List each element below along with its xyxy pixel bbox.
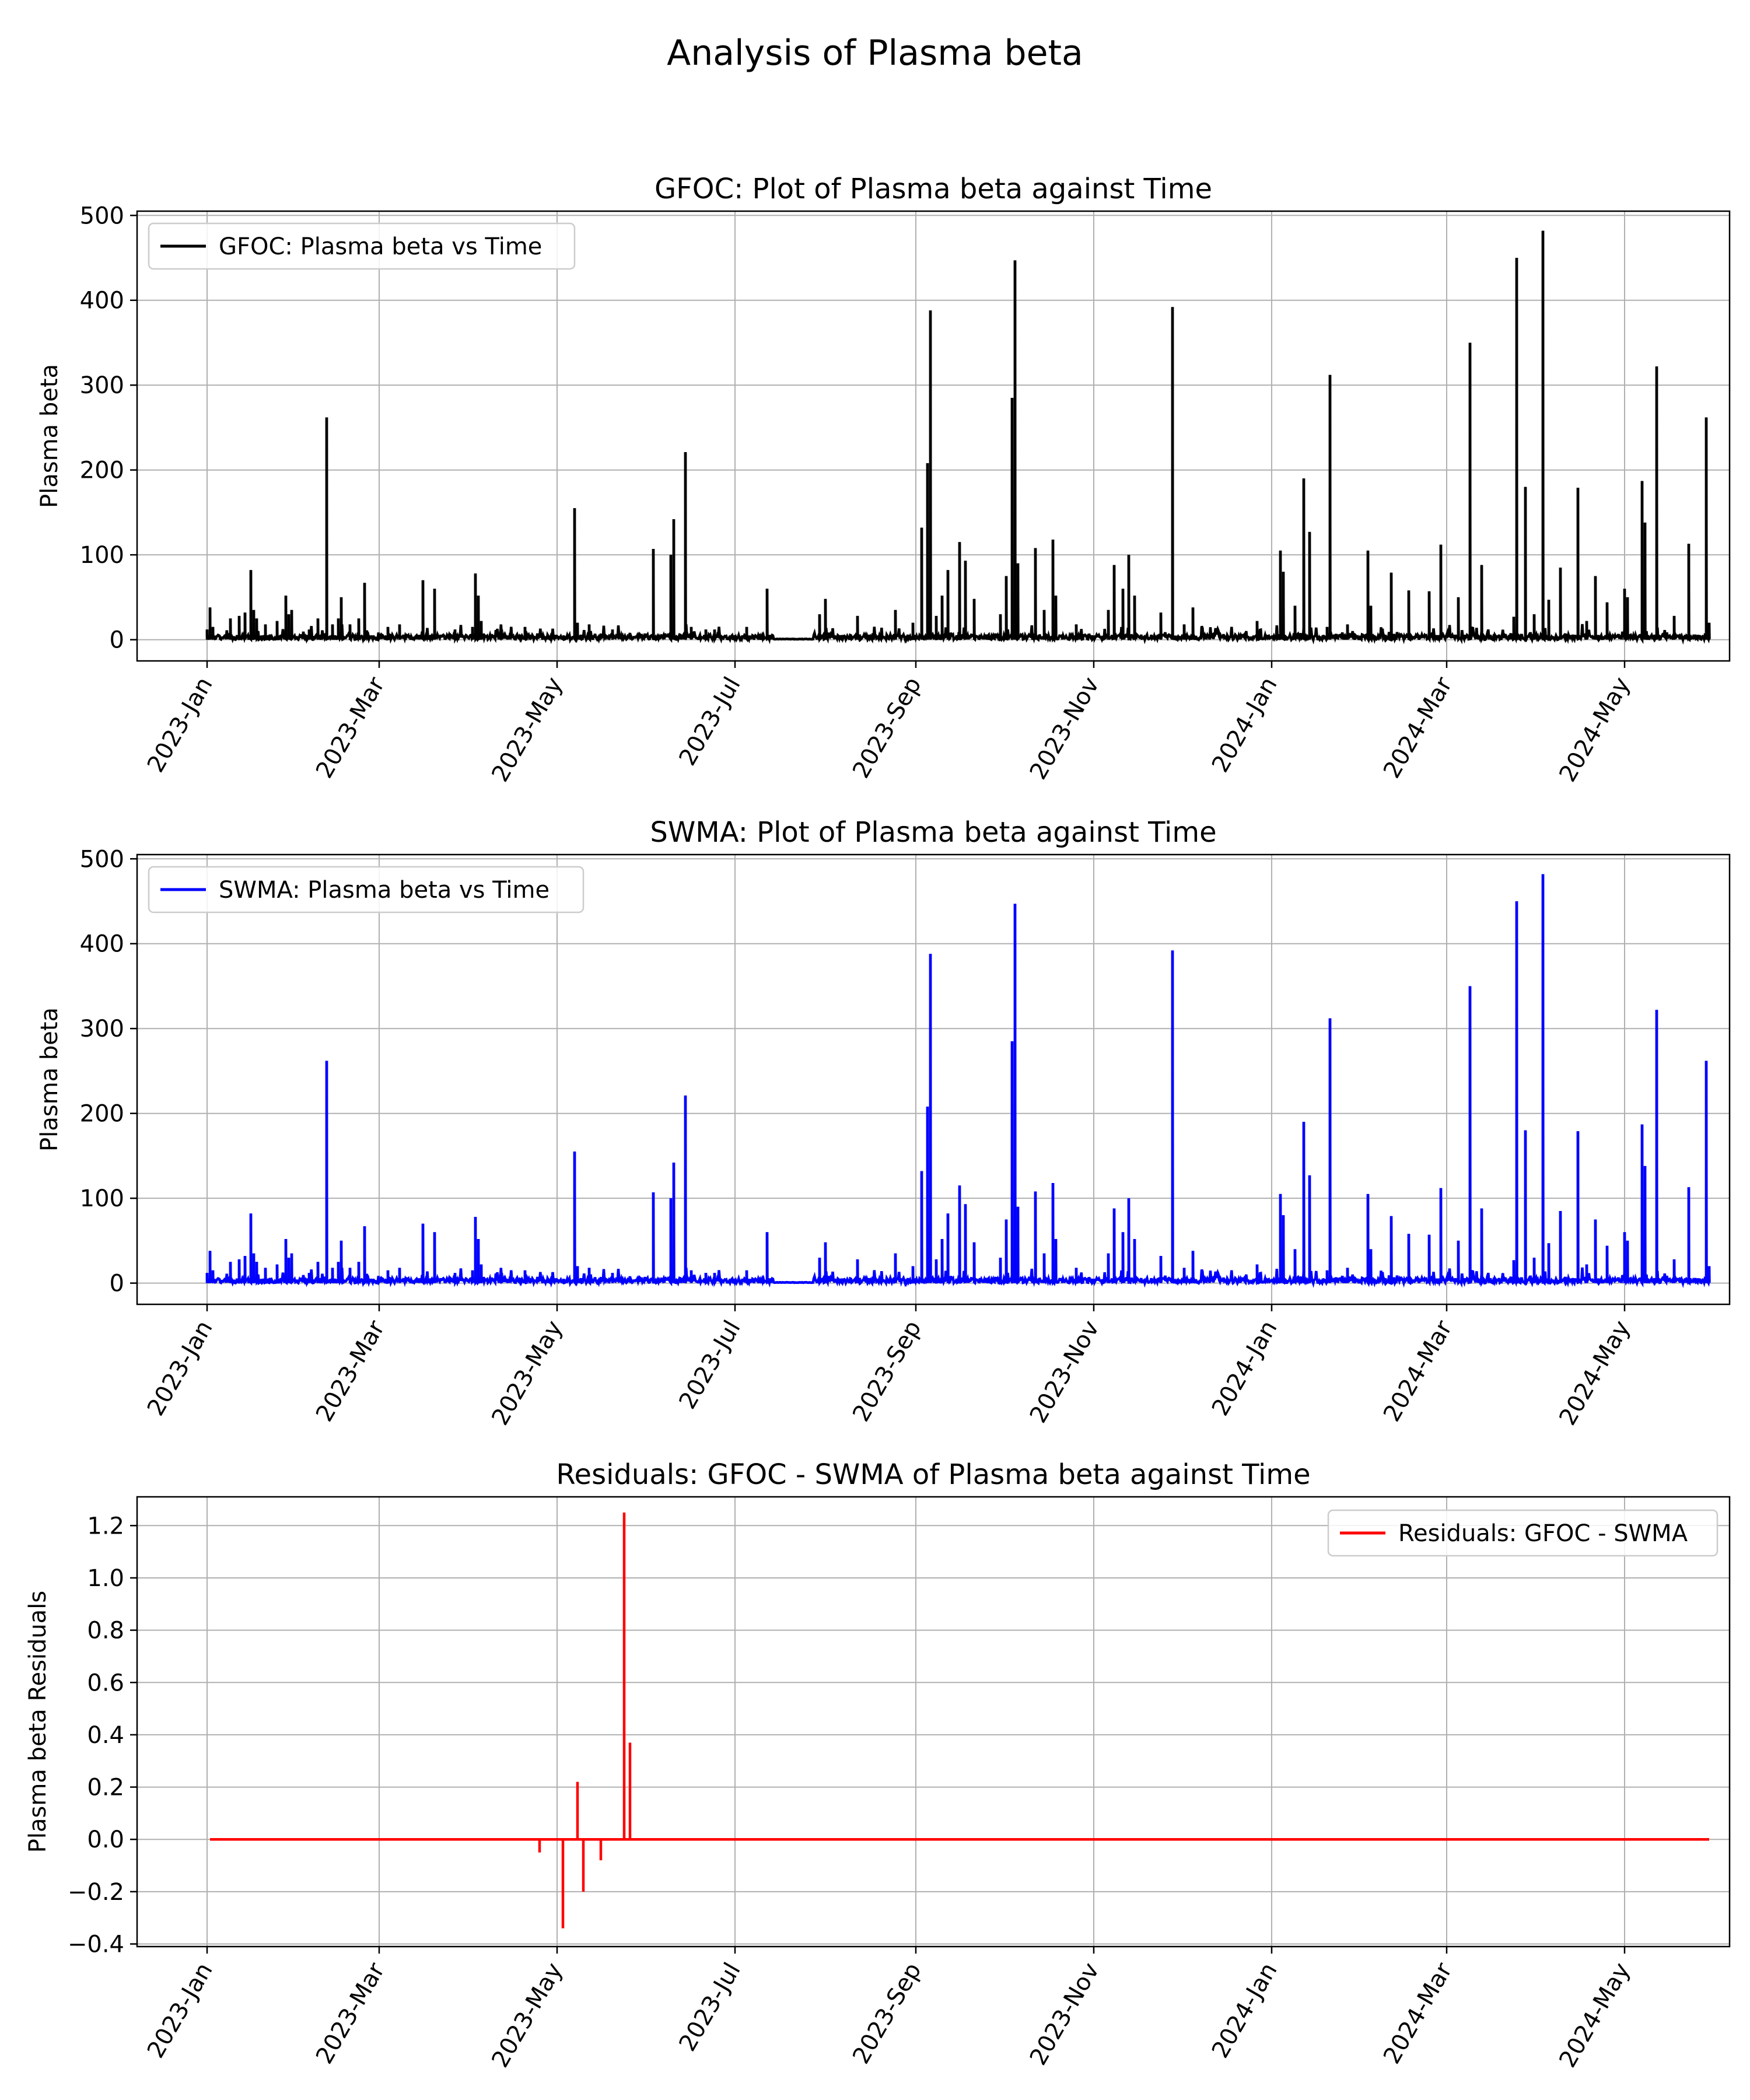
y-tick-label: 100 [80, 542, 124, 569]
subplot-title: GFOC: Plot of Plasma beta against Time [654, 173, 1212, 205]
x-tick-label: 2023-Sep [848, 673, 927, 783]
y-tick-label: 100 [80, 1185, 124, 1212]
legend-label: Residuals: GFOC - SWMA [1398, 1520, 1688, 1547]
y-tick-label: 1.0 [87, 1565, 124, 1592]
x-tick-label: 2023-Sep [848, 1316, 927, 1426]
x-tick-label: 2023-May [487, 1958, 568, 2072]
y-axis-label: Plasma beta Residuals [24, 1591, 51, 1853]
y-tick-label: 0.4 [87, 1722, 124, 1749]
y-tick-label: 0 [110, 627, 124, 654]
x-tick-label: 2023-Jan [142, 673, 218, 777]
x-tick-label: 2023-Nov [1025, 1316, 1105, 1427]
y-tick-label: 0.0 [87, 1826, 124, 1853]
y-tick-label: 0 [110, 1270, 124, 1297]
y-tick-label: 300 [80, 1016, 124, 1042]
x-tick-label: 2024-Mar [1378, 1316, 1458, 1426]
x-tick-label: 2023-Nov [1025, 1958, 1105, 2070]
x-tick-label: 2024-Jan [1207, 1958, 1283, 2063]
axes-frame [136, 210, 1731, 662]
y-tick-label: 200 [80, 457, 124, 484]
y-tick-label: 1.2 [87, 1513, 124, 1539]
subplot-title: SWMA: Plot of Plasma beta against Time [650, 816, 1216, 849]
y-tick-label: 200 [80, 1101, 124, 1128]
axes-frame [136, 1496, 1731, 1948]
y-tick-label: 300 [80, 372, 124, 399]
subplot-2: 0 100 200 300 400 500 2023-Jan 2023-Mar 2023-May… [36, 816, 1731, 1430]
x-tick-label: 2023-Mar [311, 1316, 390, 1426]
y-tick-label: 500 [80, 846, 124, 873]
x-tick-label: 2024-May [1554, 673, 1635, 786]
x-tick-label: 2023-Jul [674, 1958, 746, 2056]
y-axis-label: Plasma beta [36, 1007, 63, 1152]
x-tick-label: 2023-Jan [142, 1316, 218, 1420]
x-tick-label: 2023-Jul [674, 1316, 746, 1413]
legend-box [148, 866, 584, 914]
legend: Residuals: GFOC - SWMA [1327, 1509, 1718, 1557]
x-tick-label: 2023-Mar [311, 673, 390, 783]
legend: SWMA: Plasma beta vs Time [148, 866, 584, 914]
x-tick-label: 2023-Mar [311, 1958, 390, 2068]
x-tick-label: 2023-Sep [848, 1958, 927, 2068]
y-axis-label: Plasma beta [36, 364, 63, 508]
legend-box [148, 222, 576, 270]
y-tick-label: 0.2 [87, 1774, 124, 1801]
x-tick-label: 2024-May [1554, 1316, 1635, 1430]
subplot-title: Residuals: GFOC - SWMA of Plasma beta ag… [556, 1458, 1310, 1491]
x-tick-label: 2024-May [1554, 1958, 1635, 2072]
legend-label: GFOC: Plasma beta vs Time [219, 233, 542, 260]
y-tick-label: 400 [80, 288, 124, 314]
x-tick-label: 2024-Jan [1207, 673, 1283, 777]
x-tick-label: 2023-Nov [1025, 673, 1105, 784]
x-tick-label: 2024-Jan [1207, 1316, 1283, 1420]
x-tick-label: 2023-Jul [674, 673, 746, 770]
figure-suptitle: Analysis of Plasma beta [667, 33, 1083, 74]
axes-frame [136, 853, 1731, 1306]
subplot-3: −0.4 −0.2 0.0 0.2 0.4 0.6 0.8 1.0 1.2 2023-Jan 202… [24, 1458, 1731, 2072]
x-tick-label: 2023-Jan [142, 1958, 218, 2063]
y-tick-label: 0.6 [87, 1670, 124, 1696]
x-tick-label: 2023-May [487, 673, 568, 786]
legend-box [1327, 1509, 1718, 1557]
y-tick-label: 500 [80, 202, 124, 229]
y-tick-label: −0.2 [68, 1879, 124, 1906]
legend: GFOC: Plasma beta vs Time [148, 222, 576, 270]
legend-label: SWMA: Plasma beta vs Time [219, 877, 550, 904]
y-tick-label: −0.4 [68, 1931, 124, 1958]
subplot-1: 0 100 200 300 400 500 2023-Jan 2023-Mar 2023-May… [36, 173, 1731, 786]
y-tick-label: 0.8 [87, 1618, 124, 1644]
x-tick-label: 2024-Mar [1378, 1958, 1458, 2068]
x-tick-label: 2024-Mar [1378, 673, 1458, 783]
x-tick-label: 2023-May [487, 1316, 568, 1430]
y-tick-label: 400 [80, 931, 124, 958]
